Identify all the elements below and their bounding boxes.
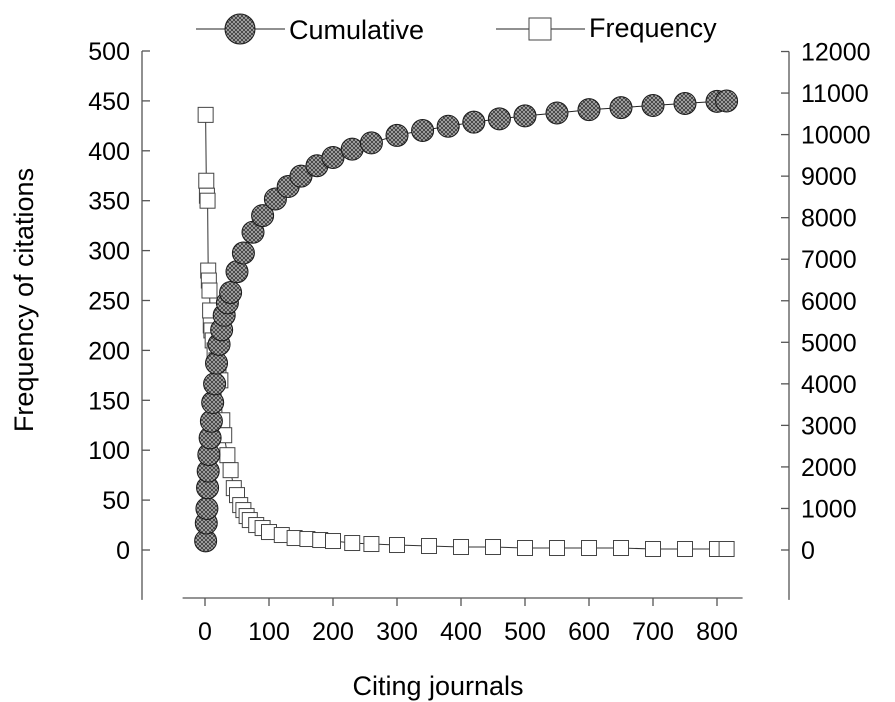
frequency-point: [613, 540, 629, 557]
right-tick-label: 9000: [801, 163, 857, 191]
cumulative-point: [219, 280, 243, 304]
right-tick-label: 5000: [801, 329, 857, 357]
frequency-point: [718, 541, 735, 558]
bottom-tick-label: 400: [440, 618, 482, 646]
frequency-point: [453, 539, 469, 556]
right-tick-label: 6000: [801, 288, 857, 316]
frequency-point: [485, 539, 501, 556]
cumulative-point: [715, 89, 739, 113]
legend-frequency-marker: [528, 17, 552, 41]
cumulative-point: [487, 107, 511, 131]
frequency-point: [677, 541, 693, 558]
y-axis-title: Frequency of citations: [9, 168, 39, 432]
frequency-point: [581, 540, 597, 557]
bottom-tick-label: 500: [504, 618, 546, 646]
right-tick-label: 1000: [801, 495, 857, 523]
frequency-point: [201, 282, 218, 299]
left-tick-label: 200: [88, 337, 130, 365]
cumulative-point: [673, 91, 697, 115]
left-tick-label: 0: [116, 537, 130, 565]
cumulative-point: [577, 98, 601, 122]
bottom-tick-label: 100: [248, 618, 290, 646]
cumulative-point: [609, 96, 633, 120]
cumulative-point: [203, 372, 227, 396]
left-tick-label: 100: [88, 437, 130, 465]
frequency-point: [645, 541, 661, 558]
bottom-tick-label: 800: [696, 618, 738, 646]
legend-cumulative-label: Cumulative: [289, 15, 424, 45]
frequency-point: [517, 540, 533, 557]
left-tick-label: 500: [88, 38, 130, 66]
cumulative-series: [194, 89, 739, 553]
frequency-point: [198, 172, 215, 189]
cumulative-point: [359, 131, 383, 155]
bottom-tick-label: 600: [568, 618, 610, 646]
frequency-point: [344, 535, 361, 552]
legend-frequency-label: Frequency: [589, 13, 717, 43]
frequency-point: [197, 106, 214, 123]
bottom-tick-label: 200: [312, 618, 354, 646]
cumulative-point: [641, 94, 665, 118]
cumulative-point: [321, 145, 345, 169]
frequency-point: [325, 533, 341, 550]
left-tick-label: 300: [88, 238, 130, 266]
left-tick-label: 150: [88, 387, 130, 415]
axes-layer: 0501001502002503003504004505000100020003…: [88, 38, 870, 646]
cumulative-point: [289, 164, 313, 188]
bottom-tick-label: 300: [376, 618, 418, 646]
right-tick-label: 8000: [801, 205, 857, 233]
bottom-tick-label: 700: [632, 618, 674, 646]
cumulative-point: [251, 204, 275, 228]
cumulative-point: [462, 110, 486, 134]
frequency-point: [421, 538, 437, 555]
left-tick-label: 350: [88, 188, 130, 216]
cumulative-point: [340, 137, 364, 161]
right-tick-label: 11000: [801, 80, 869, 108]
frequency-point: [199, 192, 216, 209]
left-tick-label: 50: [102, 487, 130, 515]
right-tick-label: 4000: [801, 371, 857, 399]
left-tick-label: 250: [88, 288, 130, 316]
right-tick-label: 2000: [801, 454, 857, 482]
right-tick-label: 10000: [801, 122, 871, 150]
frequency-point: [549, 540, 565, 557]
cumulative-point: [195, 496, 219, 520]
right-tick-label: 7000: [801, 246, 857, 274]
frequency-point: [389, 537, 405, 554]
right-tick-label: 12000: [801, 39, 871, 67]
cumulative-point: [513, 104, 537, 128]
bottom-tick-label: 0: [198, 618, 212, 646]
right-tick-label: 0: [801, 537, 815, 565]
frequency-series: [197, 106, 735, 558]
frequency-point: [219, 447, 236, 464]
left-tick-label: 450: [88, 88, 130, 116]
cumulative-point: [411, 118, 435, 142]
frequency-point: [363, 536, 380, 553]
cumulative-line: [205, 100, 727, 541]
cumulative-point: [545, 101, 569, 125]
cumulative-point: [436, 114, 460, 138]
cumulative-point: [231, 241, 255, 265]
left-tick-label: 400: [88, 138, 130, 166]
x-axis-title: Citing journals: [352, 671, 523, 701]
frequency-point: [222, 462, 239, 479]
legend: Cumulative Frequency: [196, 13, 717, 45]
legend-cumulative-marker: [224, 13, 256, 45]
cumulative-point: [385, 123, 409, 147]
right-tick-label: 3000: [801, 412, 857, 440]
